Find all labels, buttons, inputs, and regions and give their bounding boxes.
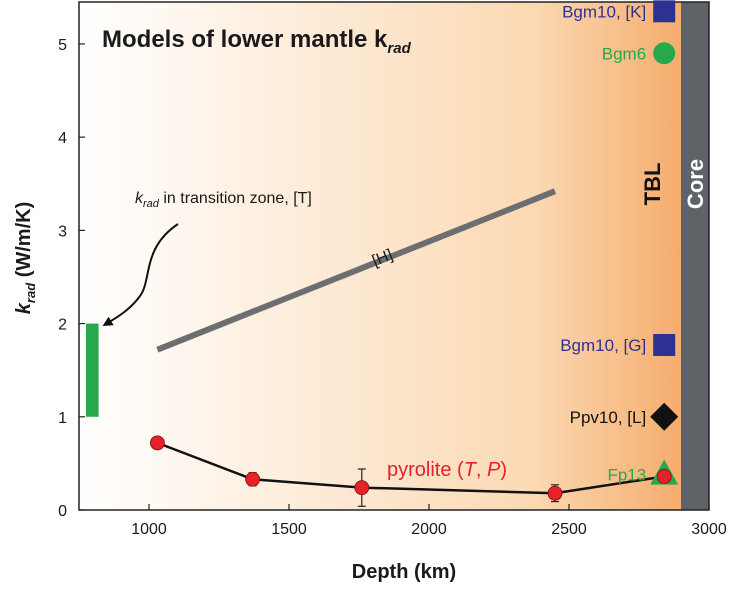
x-axis-ticks: 1000 1500 2000 2500 3000 <box>131 504 727 538</box>
transition-zone-arrow <box>102 223 179 327</box>
transition-zone-label-text: in transition zone, [T] <box>159 190 312 207</box>
h-model-line <box>156 188 557 353</box>
pyrolite-label-T: T <box>464 459 478 481</box>
pyrolite-point-overlay <box>656 469 672 484</box>
x-axis-label: Depth (km) <box>352 561 456 583</box>
marker-square <box>653 334 676 357</box>
x-tick-label: 2000 <box>411 521 447 538</box>
y-axis-ticks: 0 1 2 3 4 5 <box>58 37 85 520</box>
marker-square <box>653 0 676 23</box>
transition-zone-label-k: k <box>135 190 144 207</box>
transition-zone-label-subscript: rad <box>143 198 160 210</box>
marker-label: Bgm10, [G] <box>560 336 646 355</box>
y-tick-label: 0 <box>58 503 67 520</box>
y-axis-label-unit: (W/m/K) <box>13 202 35 283</box>
y-tick-label: 5 <box>58 37 67 54</box>
y-axis-label-k: k <box>13 302 35 314</box>
transition-zone-label: krad in transition zone, [T] <box>135 190 312 210</box>
pyrolite-point <box>149 435 165 451</box>
y-tick-label: 2 <box>58 317 67 334</box>
marker-label: Bgm6 <box>602 44 646 63</box>
h-model-label: [H] <box>370 247 395 270</box>
y-tick-label: 4 <box>58 130 67 147</box>
pyrolite-label-suffix: ) <box>500 459 507 481</box>
plot-frame <box>78 1 710 511</box>
x-tick-label: 1500 <box>271 521 307 538</box>
chart-title-subscript: rad <box>387 40 411 57</box>
y-tick-label: 3 <box>58 223 67 240</box>
marker-label: Fp13 <box>607 466 646 485</box>
core-region <box>681 2 709 510</box>
pyrolite-point <box>354 480 370 496</box>
marker-diamond <box>650 402 679 431</box>
pyrolite-label-P: P <box>487 459 501 481</box>
tbl-markers: Bgm10, [K] Bgm6 Bgm10, [G] Ppv10, [L] Fp13 <box>560 0 679 485</box>
marker-label: Ppv10, [L] <box>570 408 647 427</box>
chart-title-main: Models of lower mantle k <box>102 26 388 53</box>
y-axis-label-subscript: rad <box>23 282 38 303</box>
pyrolite-label-sep: , <box>476 459 487 481</box>
pyrolite-label: pyrolite (T, P) <box>387 459 507 481</box>
x-tick-label: 2500 <box>551 521 587 538</box>
marker-label: Bgm10, [K] <box>562 2 646 21</box>
x-tick-label: 1000 <box>131 521 167 538</box>
pyrolite-label-prefix: pyrolite ( <box>387 459 464 481</box>
tbl-label: TBL <box>640 163 665 206</box>
transition-zone-bar <box>86 323 99 417</box>
pyrolite-point <box>245 471 261 487</box>
x-tick-label: 3000 <box>691 521 727 538</box>
pyrolite-point <box>547 485 563 501</box>
core-label: Core <box>683 159 708 209</box>
marker-circle <box>653 42 676 65</box>
chart-title: Models of lower mantle krad <box>102 26 412 57</box>
y-tick-label: 1 <box>58 410 67 427</box>
y-axis-label: krad (W/m/K) <box>13 202 38 314</box>
